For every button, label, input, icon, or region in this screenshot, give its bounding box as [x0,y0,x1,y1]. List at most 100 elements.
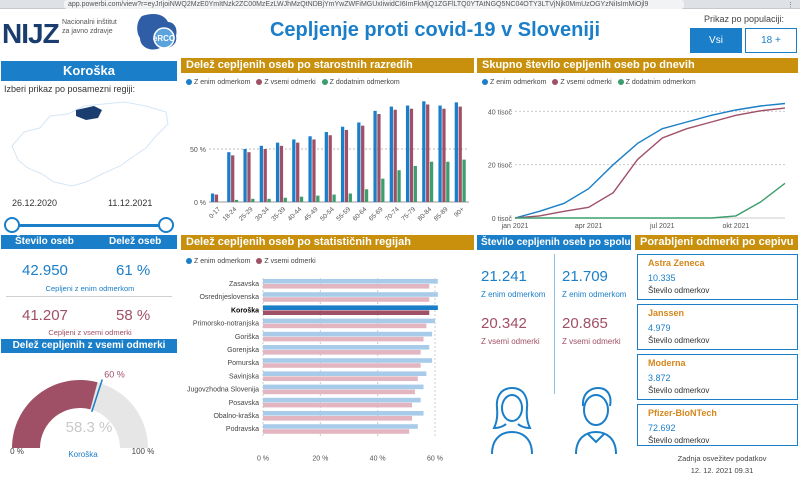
bar-65-69-extra [381,178,385,202]
legend-one-dose[interactable]: Z enim odmerkom [482,79,546,86]
legend-all-dose[interactable]: Z vsemi odmerki [256,258,316,265]
bar-25-29-all [247,152,251,202]
all-dose-pct: 58 % [116,307,151,324]
bar-40-44-all [296,142,300,202]
x-tick-label: 45-49 [303,206,320,223]
bar-70-74-extra [397,170,401,202]
legend-one-dose[interactable]: Z enim odmerkom [186,79,250,86]
x-tick-label: 70-74 [384,206,401,223]
y-tick-label: 0 tisoč [492,216,513,223]
vaccine-value: 72.692 [648,423,676,433]
age-bar-chart[interactable]: 0 % 50 % 0-17 18-24 25-29 30-34 35-39 40-44 45-4… [181,90,474,230]
gauge-max-label: 100 % [132,447,155,456]
vaccine-count-label: Število odmerkov [648,336,710,345]
vaccine-name: Moderna [648,358,686,368]
x-tick-label: 0 % [257,455,269,462]
region-label: Jugovzhodna Slovenija [187,387,259,394]
vaccine-value: 4.979 [648,323,671,333]
menu-icon[interactable]: ⋮ [787,2,794,9]
gauge-region-label: Koroška [68,450,98,459]
bar-Primorsko-notranjska-one [263,318,435,324]
population-all-button[interactable]: Vsi [690,28,742,53]
bar-60-64-one [357,122,361,202]
legend-extra-dose[interactable]: Z dodatnim odmerkom [321,79,400,86]
bar-Posavska-all [263,402,413,408]
stats-divider [6,296,172,297]
browser-bar: app.powerbi.com/view?r=eyJrIjoiNWQ2MzE0Y… [0,0,800,9]
bar-70-74-all [393,109,397,202]
x-tick-label: apr 2021 [575,223,603,230]
age-legend: Z enim odmerkom Z vsemi odmerki Z dodatn… [186,79,400,86]
num-people-header: Število oseb [15,236,74,247]
bar-50-54-extra [332,194,336,202]
erco-text: eRCO [153,34,175,43]
one-dose-count: 42.950 [22,262,68,279]
x-tick-label: 30-34 [254,206,271,223]
regions-legend: Z enim odmerkom Z vsemi odmerki [186,258,316,265]
daily-panel-title: Skupno število cepljenih oseb po dnevih [477,58,798,73]
region-label: Goriška [235,334,259,341]
female-all-dose-label: Z vsemi odmerki [481,337,540,346]
female-icon [491,387,533,455]
bar-50-54-one [324,132,328,202]
region-label: Posavska [229,400,259,407]
bar-65-69-all [377,114,381,202]
one-dose-label: Cepljeni z enim odmerkom [45,284,135,293]
regions-panel-title: Delež cepljenih oseb po statističnih reg… [181,235,474,250]
page-title: Cepljenje proti covid-19 v Sloveniji [269,19,601,41]
x-tick-label: okt 2021 [722,223,749,230]
vaccine-value: 3.872 [648,373,671,383]
vaccine-card-pfizer[interactable]: Pfizer-BioNTech 72.692 Število odmerkov [637,404,798,446]
vaccine-value: 10.335 [648,273,676,283]
date-slider-track[interactable] [12,224,166,227]
bar-35-39-one [275,142,280,202]
bar-60-64-extra [364,189,369,202]
date-slider-end-handle[interactable] [158,217,174,233]
x-tick-label: 80-84 [417,206,434,223]
bar-0-17-all [214,194,219,202]
x-tick-label: 65-69 [368,206,385,223]
population-18plus-button[interactable]: 18 + [745,28,797,53]
male-all-dose-label: Z vsemi odmerki [562,337,621,346]
vaccine-card-janssen[interactable]: Janssen 4.979 Število odmerkov [637,304,798,350]
male-all-dose-count: 20.865 [562,315,608,332]
logo-text: NIJZ [2,18,60,49]
bar-40-44-extra [299,196,304,202]
vaccine-name: Janssen [648,308,685,318]
legend-all-dose[interactable]: Z vsemi odmerki [552,79,612,86]
erco-logo: eRCO [137,14,177,50]
region-label: Pomurska [227,360,259,367]
bar-Primorsko-notranjska-all [263,323,427,329]
regions-bar-chart[interactable]: 0 % 20 % 40 % 60 % Zasavska Osrednjeslovenska… [181,272,474,462]
legend-one-dose[interactable]: Z enim odmerkom [186,258,250,265]
x-tick-label: 18-24 [222,206,239,223]
bar-0-17-one [210,193,215,202]
address-bar[interactable]: app.powerbi.com/view?r=eyJrIjoiNWQ2MzE0Y… [64,0,684,9]
bar-Obalno-kraška-one [263,411,424,416]
bar-70-74-one [389,106,393,202]
vaccine-card-moderna[interactable]: Moderna 3.872 Število odmerkov [637,354,798,400]
female-all-dose-count: 20.342 [481,315,527,332]
bar-55-59-all [344,129,349,202]
legend-extra-dose[interactable]: Z dodatnim odmerkom [617,79,696,86]
region-select-label: Izberi prikaz po posamezni regiji: [4,84,136,94]
x-tick-label: 35-39 [270,206,287,223]
slovenia-map[interactable] [6,96,174,192]
gauge-value: 58.3 % [66,419,113,436]
vaccine-card-astrazeneca[interactable]: Astra Zeneca 10.335 Število odmerkov [637,254,798,300]
bar-Gorenjska-all [263,350,421,355]
female-one-dose-count: 21.241 [481,268,527,285]
logo-subtitle: Nacionalni inštitut za javno zdravje [62,19,117,35]
date-slider-start-handle[interactable] [4,217,20,233]
vaccine-count-label: Število odmerkov [648,436,710,445]
series-line-extra [515,182,786,219]
legend-all-dose[interactable]: Z vsemi odmerki [256,79,316,86]
gauge-min-label: 0 % [10,447,24,456]
bar-85-89-all [442,108,446,202]
bar-30-34-extra [267,198,271,202]
bar-Goriška-one [263,331,433,337]
daily-line-chart[interactable]: 0 tisoč 20 tisoč 40 tisoč jan 2021 apr 2021 j… [477,90,798,232]
female-one-dose-label: Z enim odmerkom [481,290,546,299]
x-tick-label: 60-64 [352,206,369,223]
x-tick-label: jan 2021 [501,223,529,230]
